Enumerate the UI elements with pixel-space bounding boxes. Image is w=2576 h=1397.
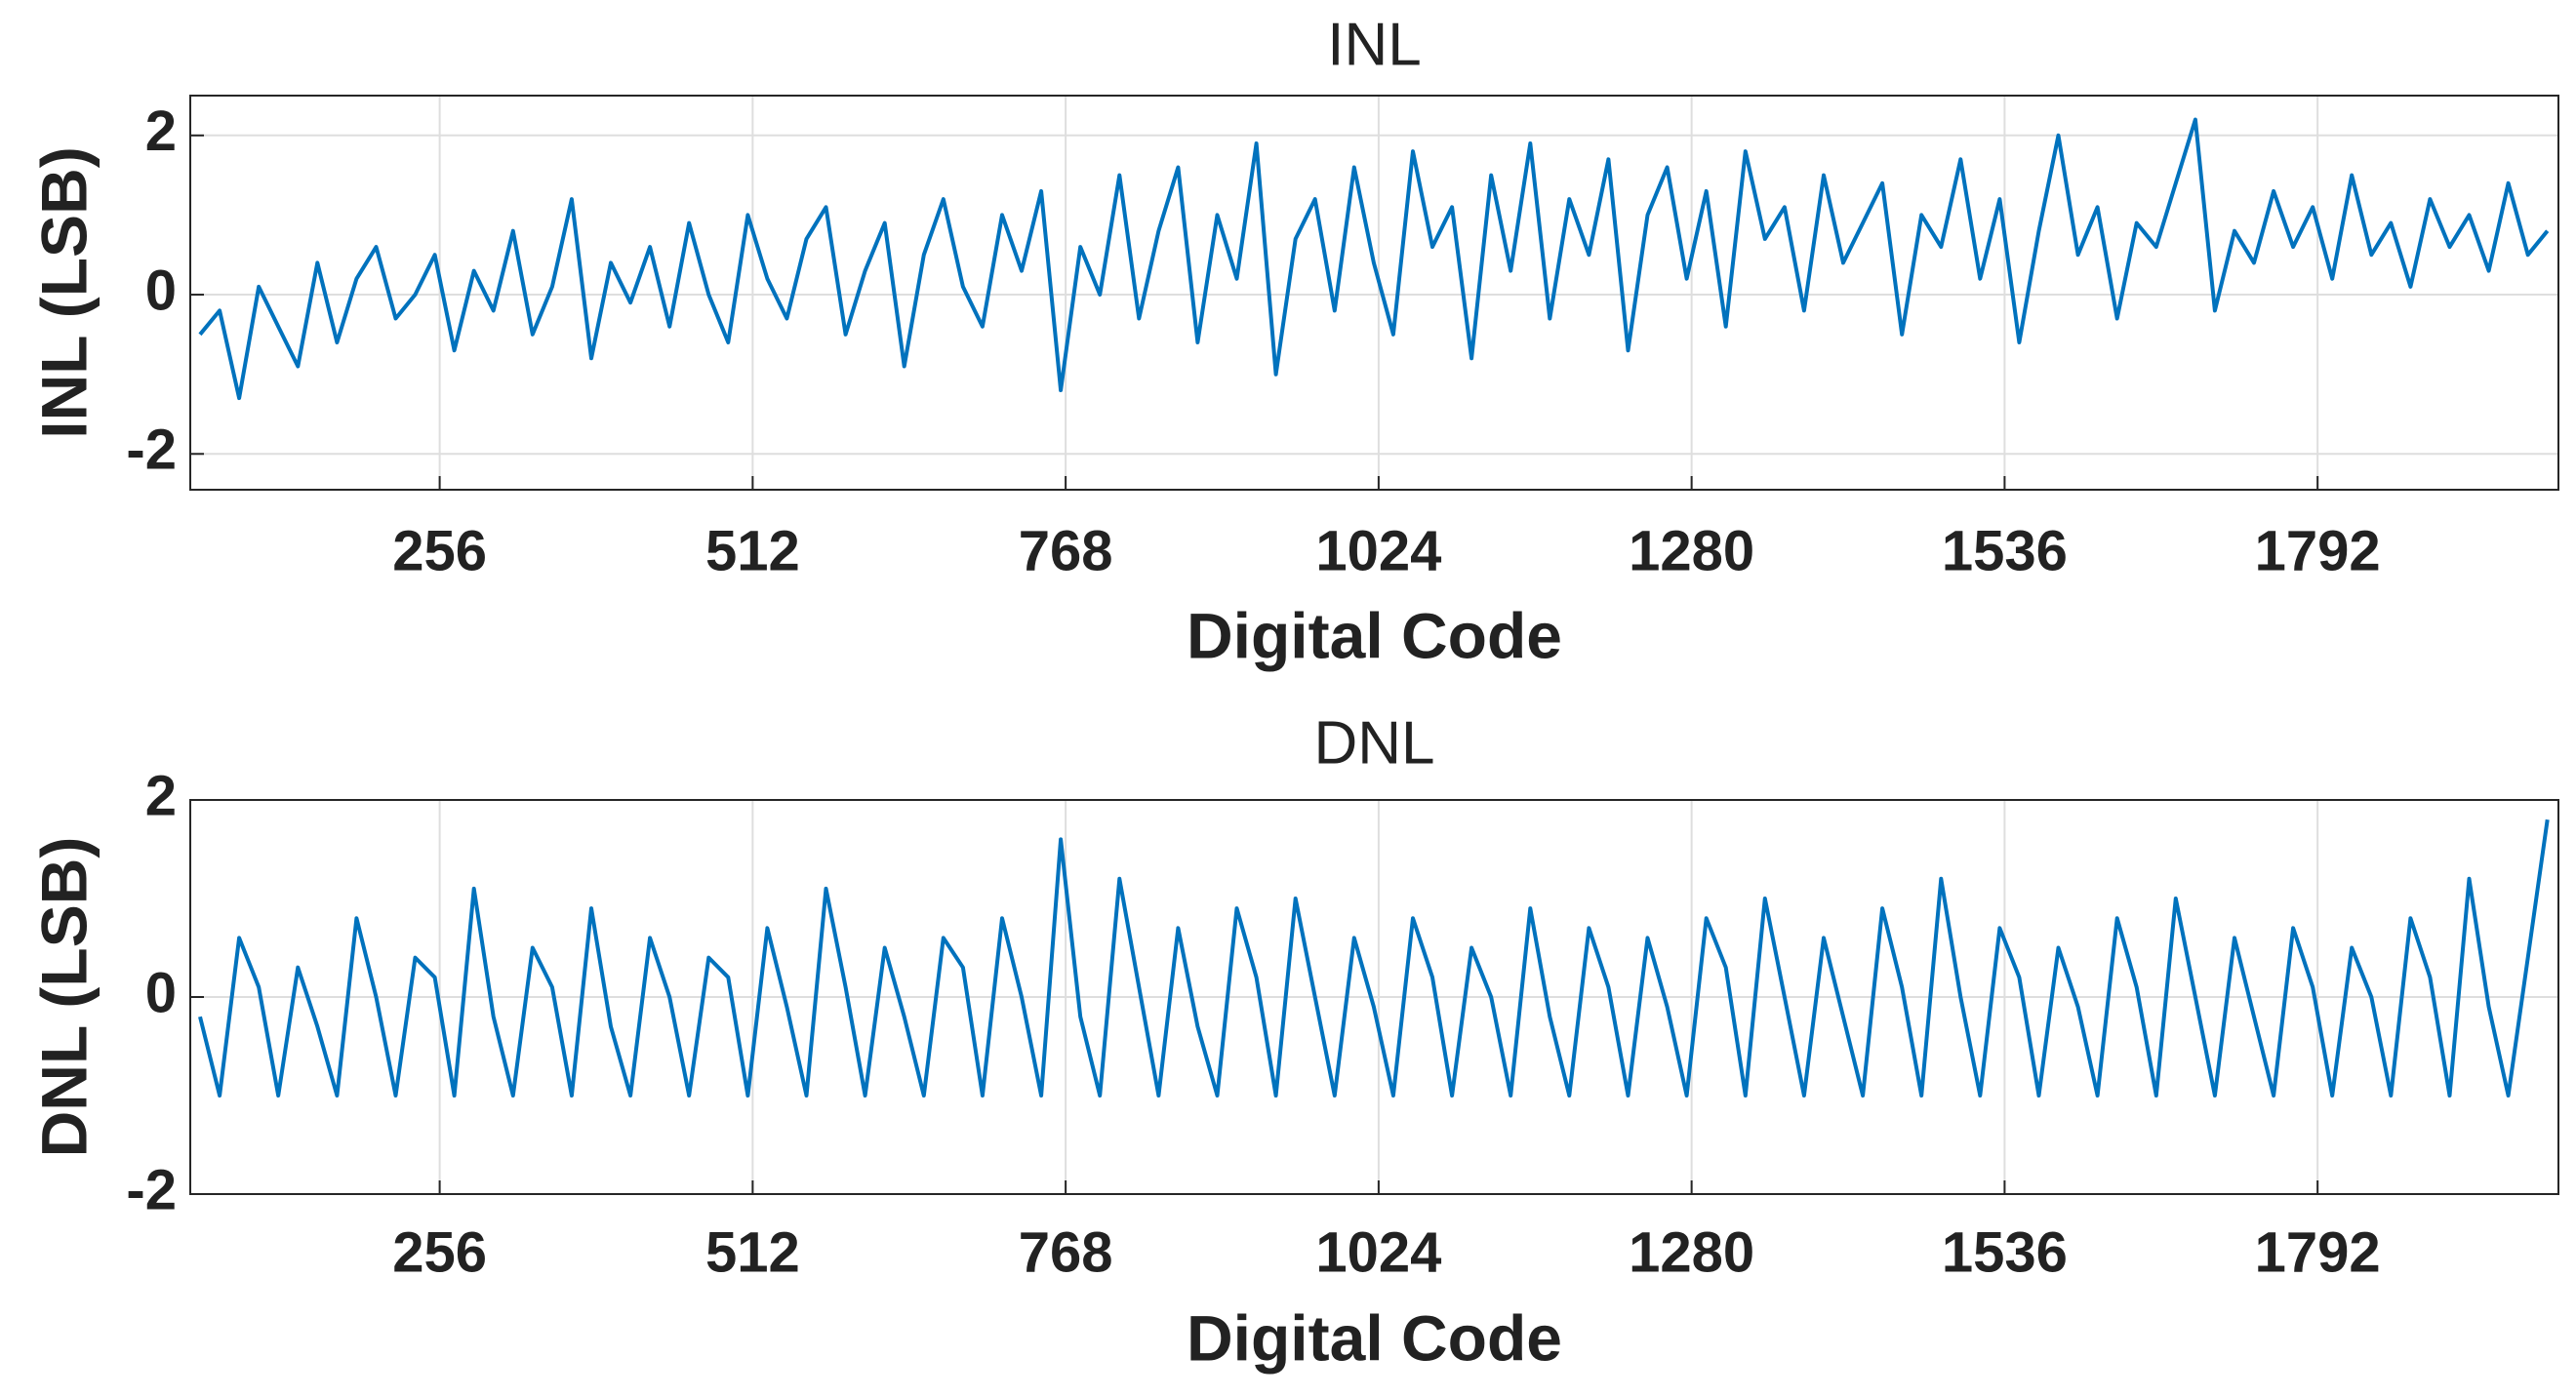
y-tick-label: 2 bbox=[145, 764, 177, 827]
x-axis-label: Digital Code bbox=[1187, 599, 1562, 671]
x-tick-label: 1792 bbox=[2255, 1220, 2381, 1284]
x-tick-label: 1536 bbox=[1942, 1220, 2068, 1284]
x-tick-label: 1280 bbox=[1629, 519, 1754, 582]
y-tick-label: 0 bbox=[145, 259, 177, 322]
x-tick-label: 1280 bbox=[1629, 1220, 1754, 1284]
data-line bbox=[198, 818, 2550, 1098]
plot-area bbox=[190, 96, 2558, 490]
x-axis-label: Digital Code bbox=[1187, 1301, 1562, 1374]
x-tick-label: 512 bbox=[705, 519, 800, 582]
x-tick-label: 1792 bbox=[2255, 519, 2381, 582]
x-tick-label: 1024 bbox=[1315, 519, 1441, 582]
y-axis-label: INL (LSB) bbox=[27, 146, 100, 438]
x-tick-label: 1024 bbox=[1315, 1220, 1441, 1284]
x-tick-label: 256 bbox=[392, 519, 487, 582]
y-tick-label: 0 bbox=[145, 961, 177, 1024]
x-tick-label: 768 bbox=[1019, 1220, 1113, 1284]
y-tick-label: -2 bbox=[126, 1158, 177, 1221]
axes-box bbox=[189, 799, 2559, 1195]
chart-title: INL bbox=[1327, 11, 1421, 78]
y-tick-label: -2 bbox=[126, 419, 177, 482]
y-tick-label: 2 bbox=[145, 100, 177, 163]
y-axis-label: DNL (LSB) bbox=[27, 837, 100, 1158]
x-tick-label: 512 bbox=[705, 1220, 800, 1284]
x-tick-label: 1536 bbox=[1942, 519, 2068, 582]
data-line bbox=[198, 117, 2550, 401]
x-tick-label: 768 bbox=[1019, 519, 1113, 582]
x-tick-label: 256 bbox=[392, 1220, 487, 1284]
axes-box bbox=[189, 95, 2559, 491]
chart-title: DNL bbox=[1313, 709, 1434, 777]
